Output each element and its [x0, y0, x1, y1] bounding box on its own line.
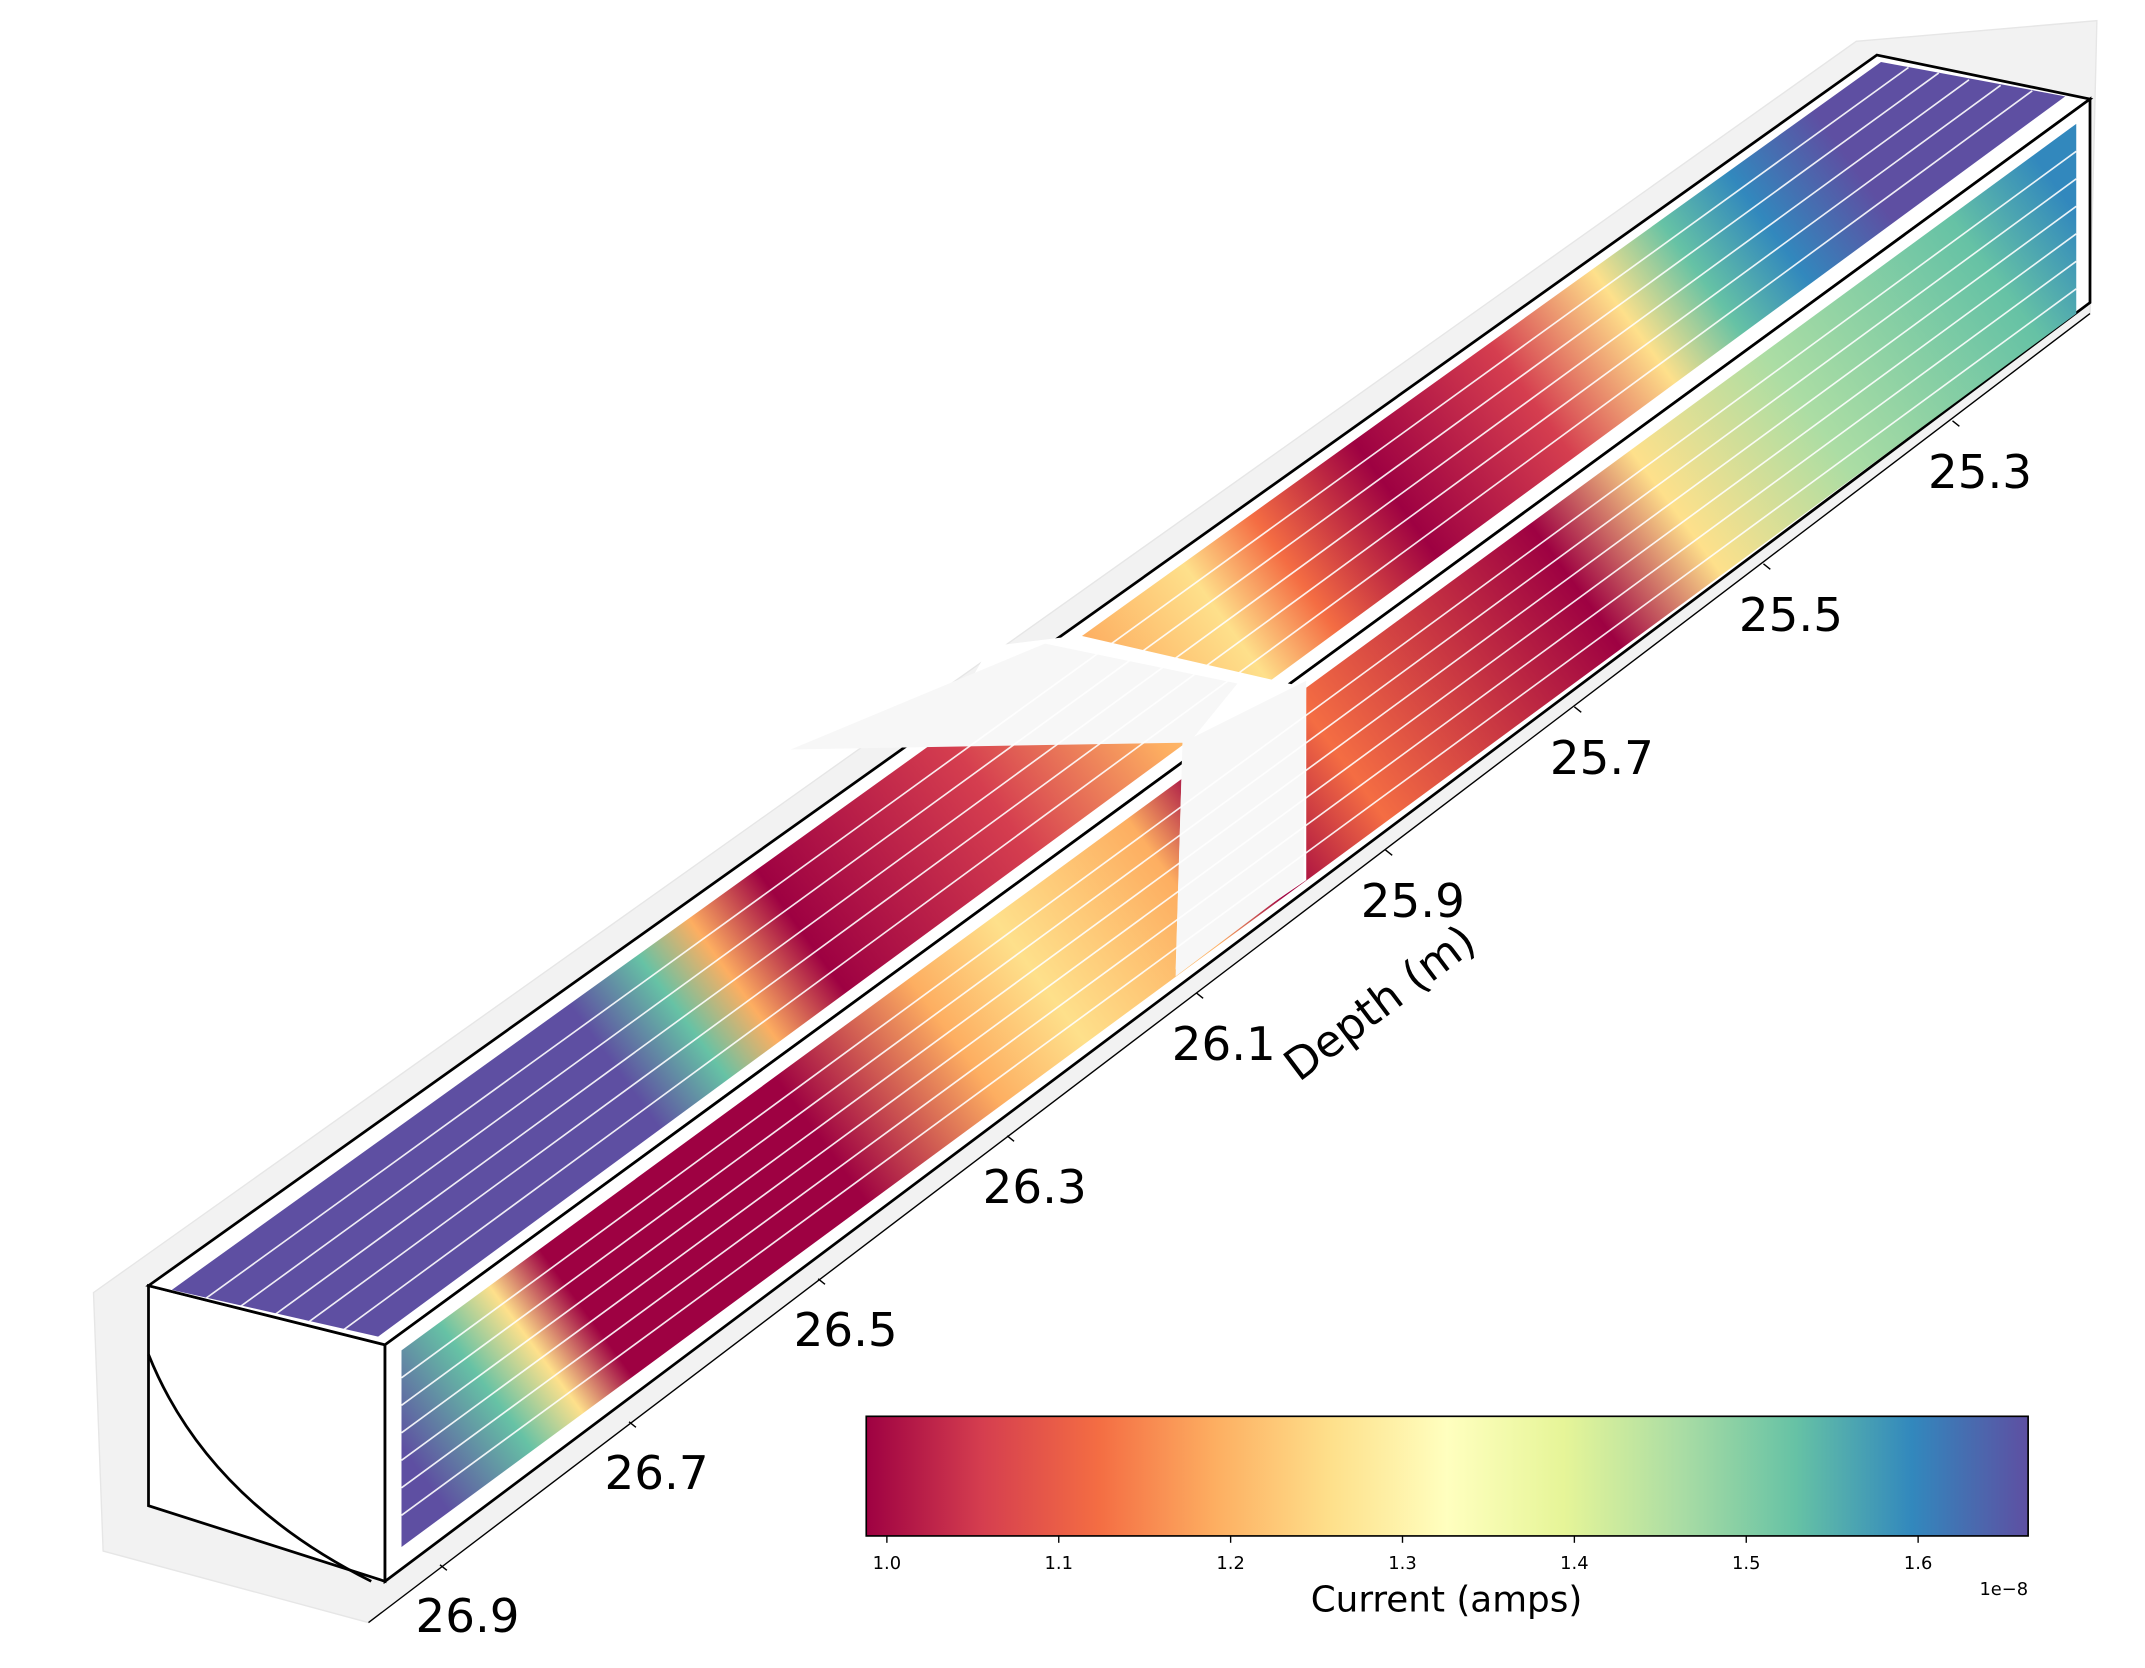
z-tick-label: 26.9 — [415, 1590, 519, 1644]
colorbar-tick-label: 1.6 — [1904, 1553, 1932, 1574]
z-tick-label: 26.7 — [605, 1447, 709, 1501]
colorbar-tick-label: 1.4 — [1560, 1553, 1588, 1574]
colorbar-tick-label: 1.2 — [1216, 1553, 1244, 1574]
tick-mark — [1006, 1135, 1015, 1142]
tick-mark — [1573, 706, 1582, 713]
axis-label: Depth (m) — [1275, 915, 1486, 1091]
z-tick-label: 26.3 — [983, 1161, 1087, 1215]
tick-mark — [1195, 992, 1204, 999]
colorbar-tick-label: 1.1 — [1045, 1553, 1073, 1574]
z-tick-label: 26.1 — [1172, 1018, 1276, 1072]
tick-mark — [439, 1564, 448, 1571]
colorbar-offset: 1e−8 — [1979, 1579, 2028, 1600]
colorbar-label: Current (amps) — [1311, 1580, 1583, 1621]
tick-mark — [817, 1278, 826, 1285]
z-tick-label: 25.9 — [1361, 875, 1465, 929]
tick-mark — [628, 1421, 637, 1428]
tick-mark — [1763, 563, 1771, 570]
colorbar-tick-label: 1.3 — [1388, 1553, 1416, 1574]
tick-mark — [1384, 849, 1393, 856]
z-tick-label: 25.3 — [1928, 446, 2032, 500]
colorbar-bar — [865, 1415, 2029, 1537]
z-tick-label: 25.7 — [1550, 732, 1654, 786]
box — [145, 53, 2094, 1624]
z-tick-label: 25.5 — [1739, 589, 1843, 643]
colorbar-tick-label: 1.5 — [1732, 1553, 1760, 1574]
depth-axis: 25.3 25.5 25.7 25.9 26.1 26.3 26.5 26.7 26.9 — [415, 420, 2032, 1644]
colorbar-tick-label: 1.0 — [873, 1553, 901, 1574]
tick-mark — [1952, 420, 1960, 427]
z-tick-label: 26.5 — [794, 1304, 898, 1358]
colorbar: 1.0 1.1 1.2 1.3 1.4 1.5 1.6 — [865, 1415, 2029, 1574]
